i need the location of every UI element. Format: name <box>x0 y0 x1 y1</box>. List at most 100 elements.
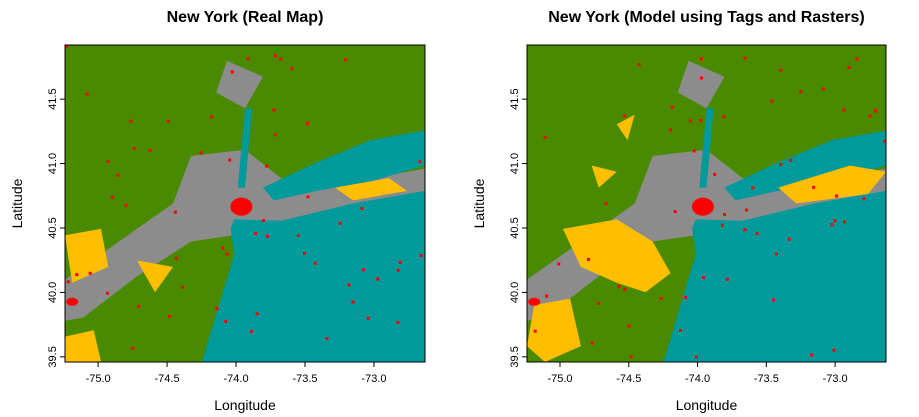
raster <box>527 45 886 362</box>
pixel <box>137 305 140 308</box>
pixel <box>743 228 746 231</box>
pixel <box>671 106 674 109</box>
pixel <box>174 211 177 214</box>
city <box>66 298 78 306</box>
pixel <box>290 67 293 70</box>
pixel <box>756 232 759 235</box>
pixel <box>699 119 702 122</box>
pixel <box>339 222 342 225</box>
pixel <box>604 202 607 205</box>
y-tick-label: 41.5 <box>509 88 521 109</box>
pixel <box>587 258 590 261</box>
pixel <box>181 286 184 289</box>
pixel <box>772 298 775 301</box>
pixel <box>314 262 317 265</box>
pixel <box>352 301 355 304</box>
pixel <box>361 207 364 210</box>
pixel <box>266 235 269 238</box>
pixel <box>254 232 257 235</box>
pixel <box>812 186 815 189</box>
x-tick-label: -74.5 <box>155 373 180 385</box>
pixel <box>789 159 792 162</box>
pixel <box>111 196 114 199</box>
y-tick-label: 40.5 <box>47 217 59 238</box>
pixel <box>344 58 347 61</box>
pixel <box>862 197 865 200</box>
pixel <box>597 302 600 305</box>
y-tick-label: 41.0 <box>47 153 59 174</box>
pixel <box>148 149 151 152</box>
pixel <box>367 317 370 320</box>
pixel <box>660 297 663 300</box>
x-tick-label: -74.0 <box>223 373 248 385</box>
pixel <box>247 57 250 60</box>
pixel <box>779 69 782 72</box>
city <box>528 298 540 306</box>
y-tick-label: 41.0 <box>509 153 521 174</box>
pixel <box>847 66 850 69</box>
pixel <box>210 116 213 119</box>
map-title: New York (Real Map) <box>167 9 324 26</box>
pixel <box>689 119 692 122</box>
pixel <box>279 57 282 60</box>
pixel <box>544 136 547 139</box>
x-tick-label: -73.0 <box>823 373 848 385</box>
pixel <box>810 353 813 356</box>
pixel <box>420 254 423 257</box>
pixel <box>75 273 78 276</box>
pixel <box>131 347 134 350</box>
y-axis-label: Latitude <box>471 178 487 228</box>
y-tick-label: 41.5 <box>47 88 59 109</box>
pixel <box>868 115 871 118</box>
pixel <box>700 57 703 60</box>
y-tick-label: 39.5 <box>509 346 521 367</box>
pixel <box>723 213 726 216</box>
pixel <box>628 324 631 327</box>
pixel <box>167 120 170 123</box>
pixel <box>833 219 836 222</box>
pixel <box>695 356 698 359</box>
pixel <box>231 70 234 73</box>
pixel <box>274 133 277 136</box>
pixel <box>399 261 402 264</box>
pixel <box>256 312 259 315</box>
pixel <box>107 160 110 163</box>
x-axis-label: Longitude <box>676 397 738 413</box>
y-tick-label: 40.0 <box>509 282 521 303</box>
x-tick-label: -75.0 <box>547 373 572 385</box>
pixel <box>67 280 70 283</box>
pixel <box>303 252 306 255</box>
pixel <box>679 329 682 332</box>
pixel <box>693 149 696 152</box>
pixel <box>175 257 178 260</box>
x-tick-label: -74.0 <box>685 373 710 385</box>
pixel <box>557 262 560 265</box>
pixel <box>274 54 277 57</box>
pixel <box>306 122 309 125</box>
pixel <box>86 93 89 96</box>
pixel <box>726 278 729 281</box>
city <box>230 198 252 216</box>
y-tick-label: 39.5 <box>47 346 59 367</box>
pixel <box>700 76 703 79</box>
pixel <box>779 163 782 166</box>
pixel <box>228 159 231 162</box>
pixel <box>623 114 626 117</box>
pixel <box>116 174 119 177</box>
pixel <box>262 219 265 222</box>
pixel <box>721 224 724 227</box>
pixel <box>129 120 132 123</box>
maps: New York (Real Map)-75.0-74.5-74.0-73.5-… <box>0 0 919 417</box>
pixel <box>272 108 275 111</box>
pixel <box>265 165 268 168</box>
pixel <box>788 238 791 241</box>
pixel <box>106 292 109 295</box>
pixel <box>226 252 229 255</box>
pixel <box>623 288 626 291</box>
pixel <box>347 283 350 286</box>
pixel <box>397 269 400 272</box>
pixel <box>534 330 537 333</box>
x-axis-label: Longitude <box>214 397 276 413</box>
pixel <box>684 296 687 299</box>
pixel <box>822 87 825 90</box>
